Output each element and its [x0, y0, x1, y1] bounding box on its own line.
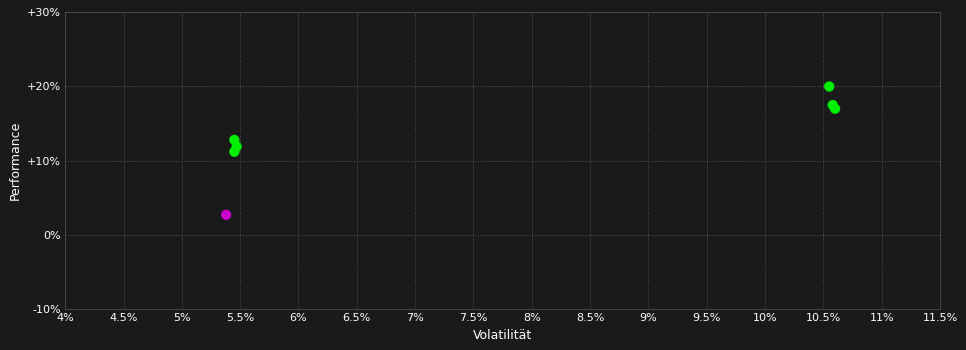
Point: [229, 144, 244, 149]
Y-axis label: Performance: Performance: [9, 121, 21, 200]
Point: [227, 149, 242, 155]
Point: [821, 84, 837, 89]
X-axis label: Volatilität: Volatilität: [473, 329, 532, 342]
Point: [825, 102, 840, 108]
Point: [827, 106, 842, 112]
Point: [218, 212, 234, 218]
Point: [227, 137, 242, 143]
